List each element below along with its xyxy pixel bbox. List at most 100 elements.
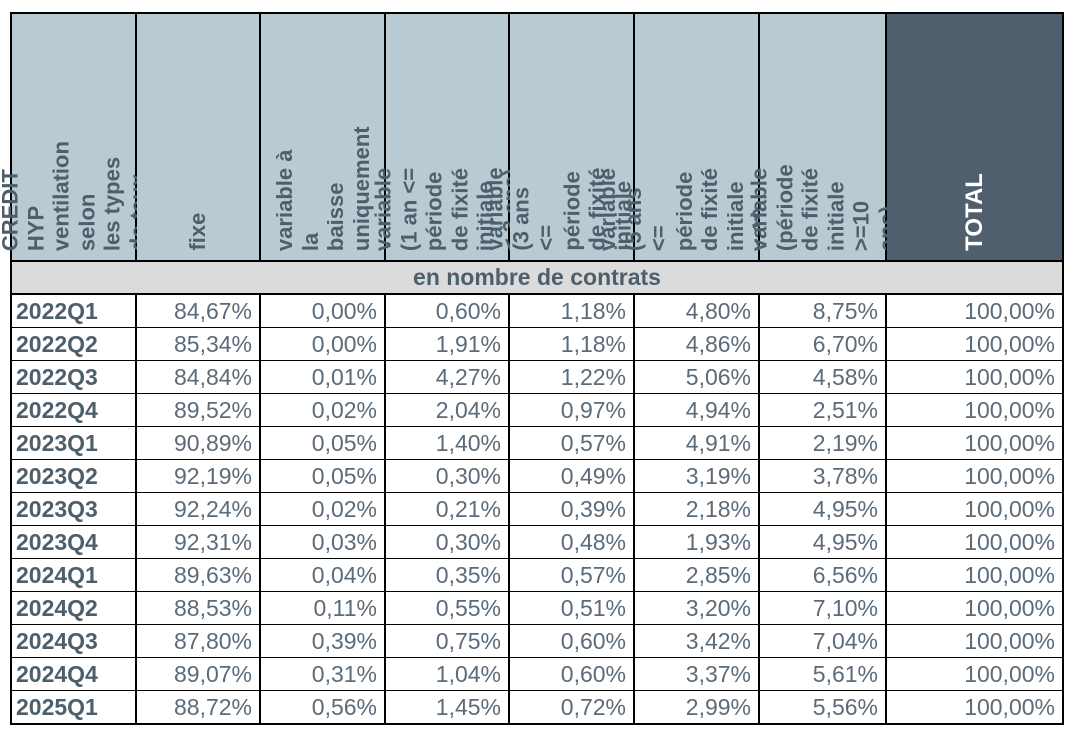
table-cell: 100,00% <box>885 657 1064 691</box>
table-cell: 89,63% <box>135 558 261 592</box>
table-cell: 3,20% <box>633 591 760 625</box>
table-cell: 4,27% <box>384 360 510 394</box>
table-cell: 0,21% <box>384 492 510 526</box>
column-header-variable-10plus: variable (période de fixité initiale >=1… <box>746 12 899 262</box>
table-cell: 100,00% <box>885 591 1064 625</box>
table-cell: 0,01% <box>259 360 386 394</box>
table-cell: 84,67% <box>135 293 261 328</box>
table-cell: 87,80% <box>135 624 261 658</box>
table-cell: 100,00% <box>885 492 1064 526</box>
table-cell: 3,42% <box>633 624 760 658</box>
table-cell: 100,00% <box>885 327 1064 361</box>
column-header-variable-baisse: variable à la baisse uniquement <box>259 12 386 262</box>
table-cell: 2,85% <box>633 558 760 592</box>
table-row: 2023Q2 92,19% 0,05% 0,30% 0,49% 3,19% 3,… <box>10 459 1064 493</box>
band-row: en nombre de contrats <box>10 260 1064 295</box>
row-label: 2024Q2 <box>10 591 137 625</box>
table-cell: 4,86% <box>633 327 760 361</box>
table-cell: 4,80% <box>633 293 760 328</box>
table-cell: 100,00% <box>885 426 1064 460</box>
column-header-label: variable à la baisse uniquement <box>271 126 374 251</box>
row-label: 2023Q3 <box>10 492 137 526</box>
table-cell: 0,39% <box>259 624 386 658</box>
table-cell: 5,56% <box>758 690 887 725</box>
table-cell: 4,91% <box>633 426 760 460</box>
column-header-variable-1-3: variable (1 an <= période de fixité init… <box>370 12 523 262</box>
row-label: 2022Q1 <box>10 293 137 328</box>
table-cell: 1,91% <box>384 327 510 361</box>
table-cell: 0,05% <box>259 426 386 460</box>
table-cell: 0,39% <box>508 492 635 526</box>
table-cell: 8,75% <box>758 293 887 328</box>
table-cell: 0,57% <box>508 426 635 460</box>
column-header-label: TOTAL <box>960 173 988 251</box>
table-cell: 0,49% <box>508 459 635 493</box>
table-cell: 0,57% <box>508 558 635 592</box>
table-cell: 100,00% <box>885 293 1064 328</box>
table-cell: 92,19% <box>135 459 261 493</box>
table-cell: 3,19% <box>633 459 760 493</box>
table-cell: 0,05% <box>259 459 386 493</box>
column-header-fixe: fixe <box>135 12 261 262</box>
table-cell: 2,18% <box>633 492 760 526</box>
table-row: 2024Q2 88,53% 0,11% 0,55% 0,51% 3,20% 7,… <box>10 591 1064 625</box>
table-cell: 0,02% <box>259 492 386 526</box>
table-cell: 6,70% <box>758 327 887 361</box>
row-label: 2023Q1 <box>10 426 137 460</box>
table-cell: 0,04% <box>259 558 386 592</box>
table-row: 2022Q3 84,84% 0,01% 4,27% 1,22% 5,06% 4,… <box>10 360 1064 394</box>
table-cell: 1,22% <box>508 360 635 394</box>
table-cell: 0,56% <box>259 690 386 725</box>
table-row: 2022Q2 85,34% 0,00% 1,91% 1,18% 4,86% 6,… <box>10 327 1064 361</box>
row-label: 2024Q3 <box>10 624 137 658</box>
corner-header-label: CREDIT HYP ventilation selon les types d… <box>0 140 150 251</box>
table-cell: 1,04% <box>384 657 510 691</box>
table-cell: 0,51% <box>508 591 635 625</box>
table-cell: 4,94% <box>633 393 760 427</box>
table-row: 2023Q3 92,24% 0,02% 0,21% 0,39% 2,18% 4,… <box>10 492 1064 526</box>
row-label: 2025Q1 <box>10 690 137 725</box>
table-body: 2022Q1 84,67% 0,00% 0,60% 1,18% 4,80% 8,… <box>10 293 1064 725</box>
table-cell: 100,00% <box>885 360 1064 394</box>
band-label: en nombre de contrats <box>10 260 1064 295</box>
row-label: 2022Q2 <box>10 327 137 361</box>
table-cell: 0,35% <box>384 558 510 592</box>
table-cell: 0,60% <box>384 293 510 328</box>
table-cell: 7,04% <box>758 624 887 658</box>
table-cell: 89,52% <box>135 393 261 427</box>
table-cell: 0,30% <box>384 525 510 559</box>
table-cell: 89,07% <box>135 657 261 691</box>
column-header-variable-3-5: variable (3 ans <= période de fixité ini… <box>482 12 660 262</box>
table-cell: 5,61% <box>758 657 887 691</box>
table-cell: 0,60% <box>508 624 635 658</box>
column-header-label: fixe <box>185 213 211 251</box>
table-cell: 92,24% <box>135 492 261 526</box>
table-cell: 0,30% <box>384 459 510 493</box>
credit-table: CREDIT HYP ventilation selon les types d… <box>0 12 1064 725</box>
table-cell: 2,04% <box>384 393 510 427</box>
table-cell: 3,37% <box>633 657 760 691</box>
table-cell: 100,00% <box>885 393 1064 427</box>
row-label: 2022Q3 <box>10 360 137 394</box>
table-cell: 0,00% <box>259 293 386 328</box>
table-row: 2022Q1 84,67% 0,00% 0,60% 1,18% 4,80% 8,… <box>10 293 1064 328</box>
table-cell: 0,03% <box>259 525 386 559</box>
table-row: 2024Q3 87,80% 0,39% 0,75% 0,60% 3,42% 7,… <box>10 624 1064 658</box>
table-cell: 88,53% <box>135 591 261 625</box>
table-cell: 4,95% <box>758 492 887 526</box>
table-cell: 1,18% <box>508 327 635 361</box>
table-cell: 85,34% <box>135 327 261 361</box>
table-cell: 1,93% <box>633 525 760 559</box>
table-cell: 100,00% <box>885 624 1064 658</box>
table-cell: 0,00% <box>259 327 386 361</box>
row-label: 2023Q2 <box>10 459 137 493</box>
table-cell: 88,72% <box>135 690 261 725</box>
table-cell: 5,06% <box>633 360 760 394</box>
table-cell: 0,11% <box>259 591 386 625</box>
table-cell: 1,40% <box>384 426 510 460</box>
table-cell: 1,18% <box>508 293 635 328</box>
column-header-label: variable (période de fixité initiale >=1… <box>745 164 899 251</box>
table-cell: 2,19% <box>758 426 887 460</box>
table-row: 2023Q4 92,31% 0,03% 0,30% 0,48% 1,93% 4,… <box>10 525 1064 559</box>
